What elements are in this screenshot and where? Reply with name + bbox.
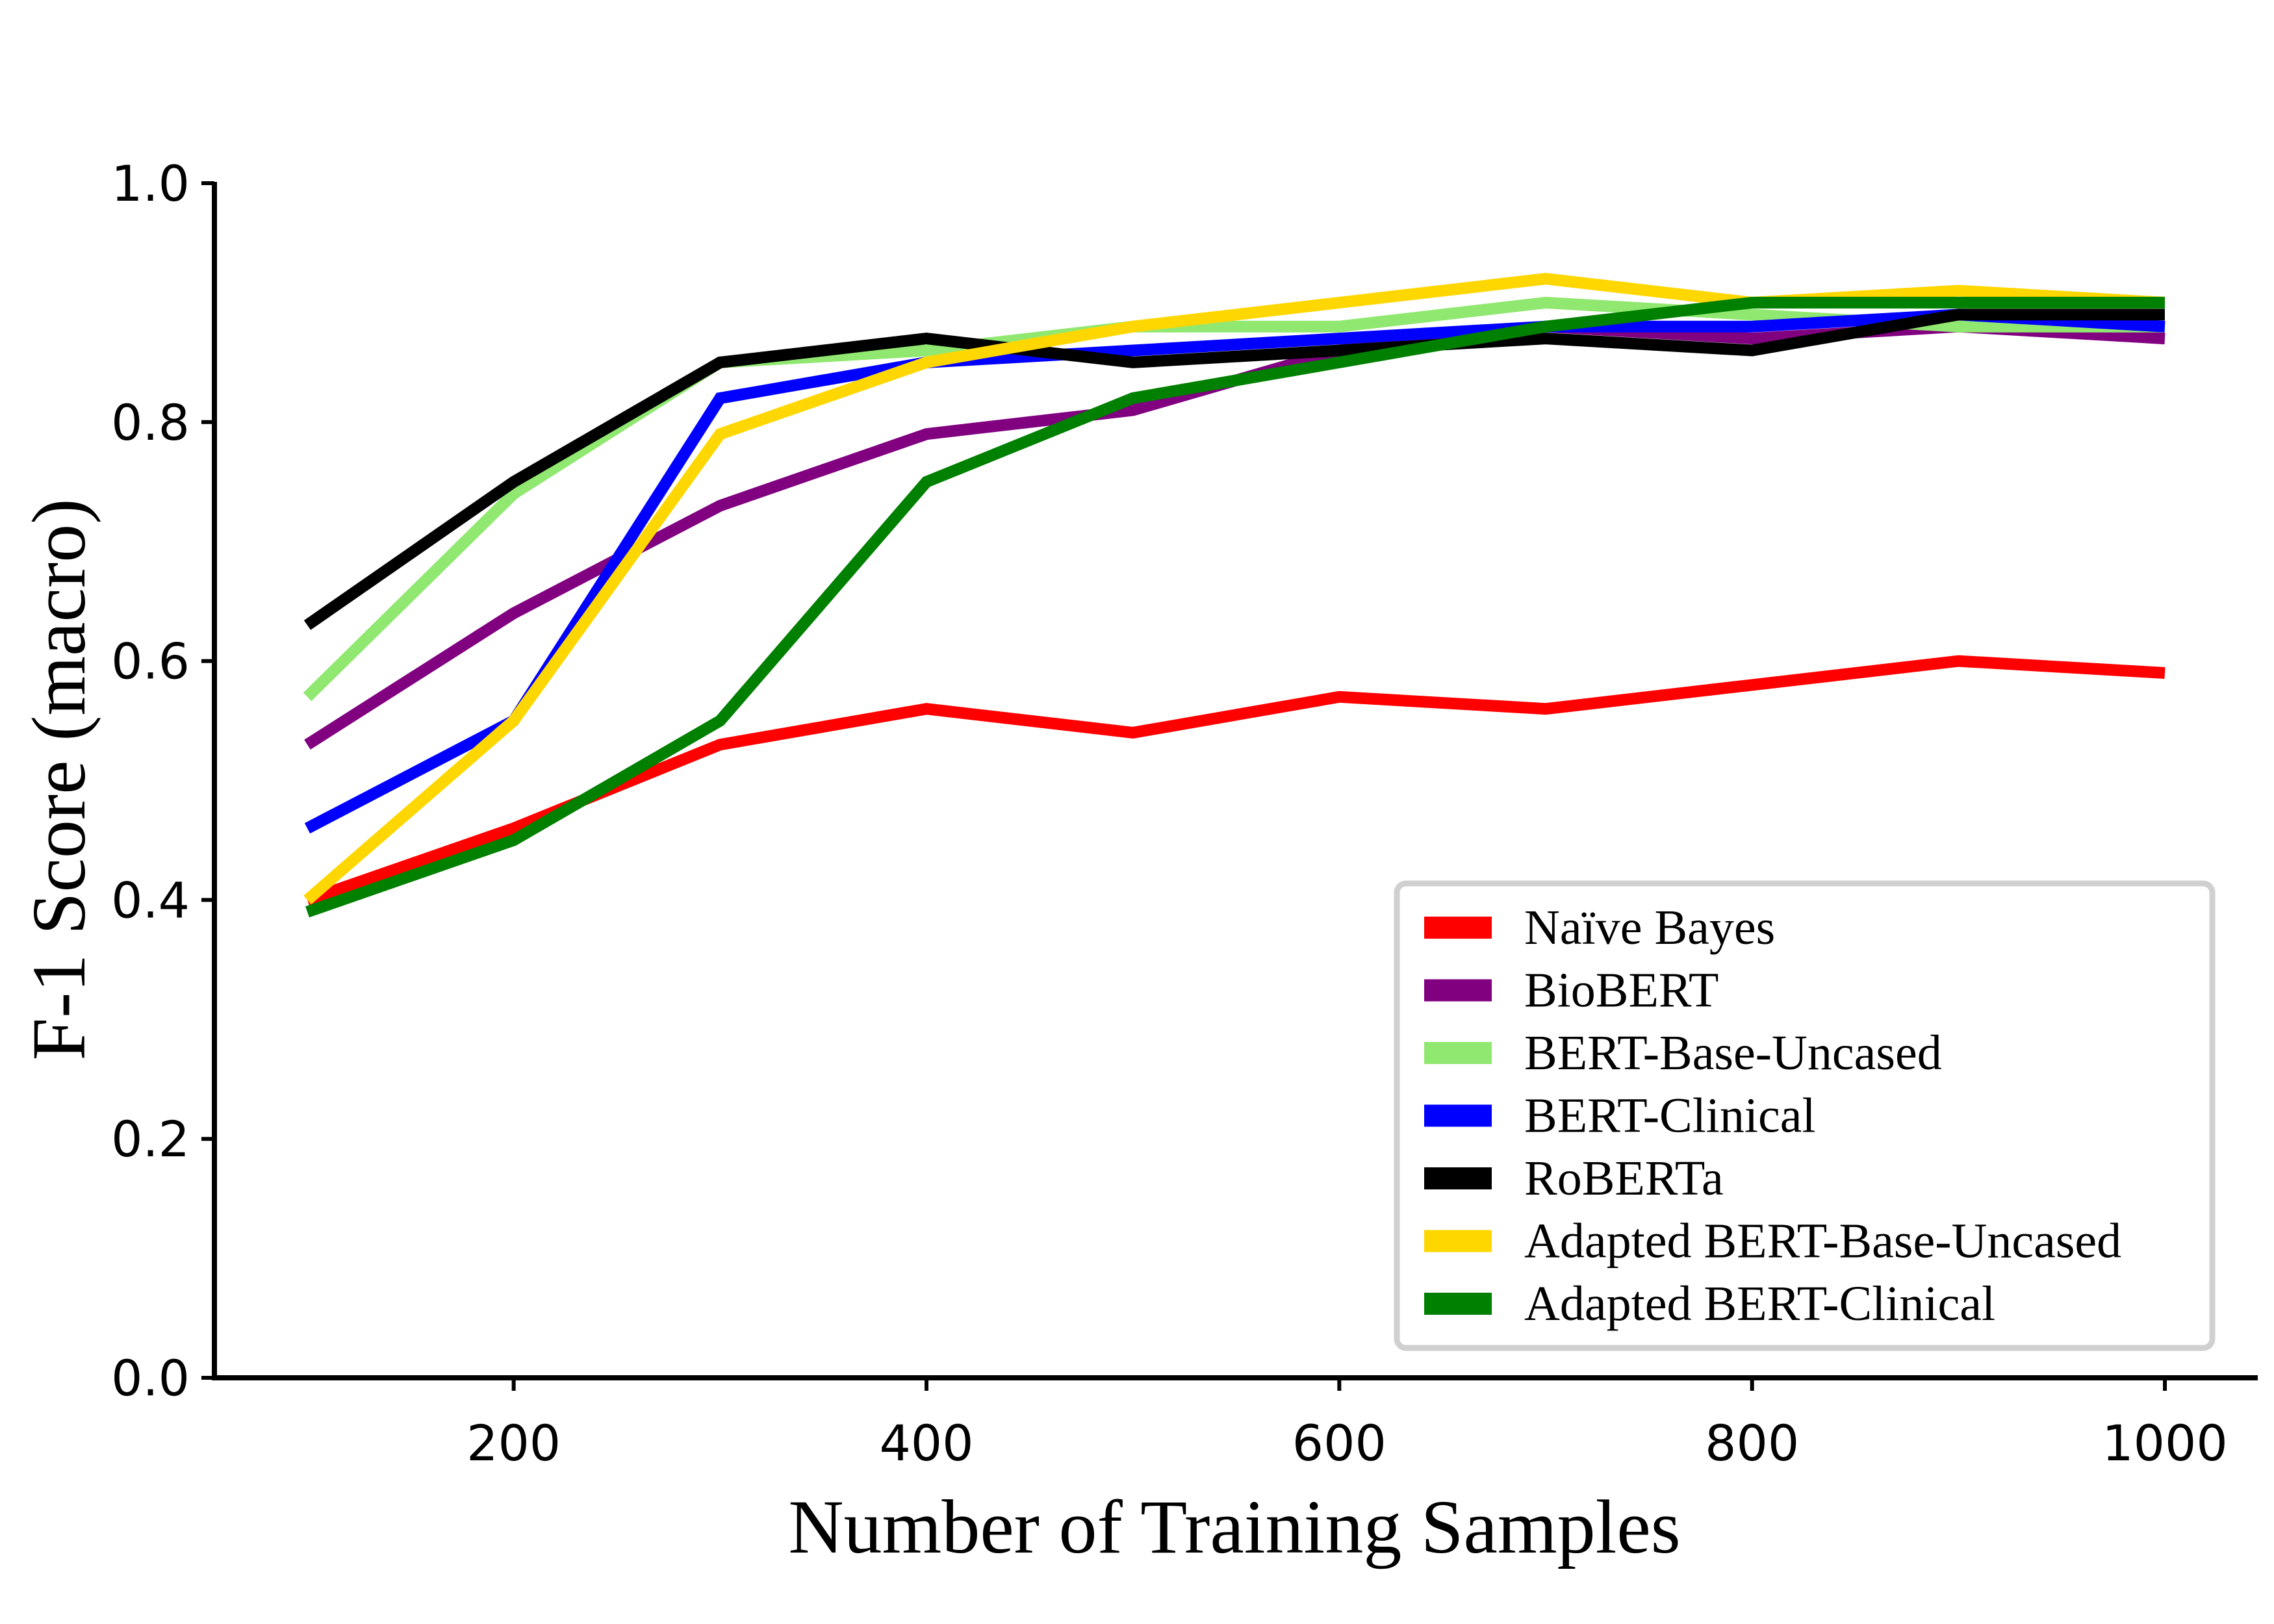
legend: Naïve Bayes BioBERT BERT-Base-Uncased BERT-…	[1394, 880, 2216, 1351]
legend-frame	[1394, 880, 2216, 1351]
y-tick-label: 0.2	[111, 1110, 190, 1168]
legend-label-1: BioBERT	[1524, 963, 1718, 1018]
x-tick-label: 200	[466, 1414, 561, 1472]
x-tick-label: 1000	[2102, 1414, 2227, 1472]
series-line-0	[305, 655, 2165, 906]
y-tick-label: 0.4	[111, 871, 190, 929]
legend-label-0: Naïve Bayes	[1524, 900, 1775, 955]
x-tick-label: 400	[879, 1414, 973, 1472]
legend-label-3: BERT-Clinical	[1524, 1089, 1816, 1143]
x-ticks: 200 400 600 800 1000	[466, 1378, 2228, 1472]
x-tick-label: 600	[1292, 1414, 1386, 1472]
y-axis-title: F-1 Score (macro)	[16, 498, 101, 1060]
series-line-1	[304, 320, 2165, 750]
series-line-4	[303, 309, 2165, 630]
y-ticks: 0.0 0.2 0.4 0.6 0.8 1.0	[111, 155, 214, 1407]
y-tick-label: 1.0	[111, 155, 190, 212]
axes	[212, 182, 2258, 1380]
legend-label-6: Adapted BERT-Clinical	[1524, 1276, 1995, 1331]
plot-lines	[303, 273, 2165, 918]
legend-items: Naïve Bayes BioBERT BERT-Base-Uncased BERT-…	[1424, 900, 2121, 1331]
x-axis-title: Number of Training Samples	[788, 1484, 1680, 1569]
legend-label-4: RoBERTa	[1524, 1151, 1724, 1206]
series-line-6	[305, 296, 2165, 918]
legend-label-5: Adapted BERT-Base-Uncased	[1524, 1214, 2121, 1269]
x-tick-label: 800	[1705, 1414, 1799, 1472]
y-tick-label: 0.8	[111, 394, 190, 451]
series-line-5	[303, 273, 2165, 905]
y-tick-label: 0.0	[111, 1349, 190, 1407]
series-line-3	[304, 309, 2165, 834]
legend-label-2: BERT-Base-Uncased	[1524, 1026, 1942, 1080]
y-tick-label: 0.6	[111, 633, 190, 691]
